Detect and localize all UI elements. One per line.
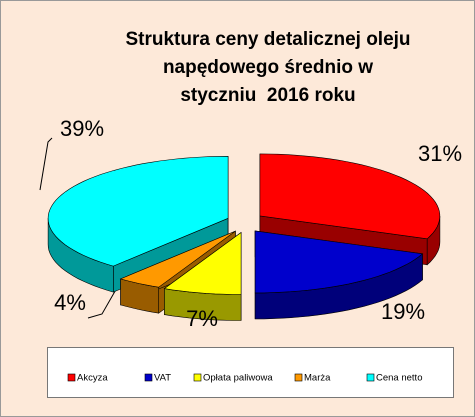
legend-label: VAT [154,373,171,384]
legend-swatch [193,373,202,382]
legend-swatch [366,373,375,382]
data-label: 19% [381,299,425,324]
data-label: 7% [186,306,218,331]
slice [254,230,424,294]
chart-title: styczniu 2016 roku [180,85,355,106]
legend-label: Cena netto [376,373,422,384]
data-label: 4% [54,290,86,315]
pie [47,153,441,321]
slice [163,231,242,295]
legend-swatch [294,373,303,382]
legend-swatch [67,373,76,382]
data-label: 31% [418,141,462,166]
chart-title: Struktura ceny detalicznej oleju [125,29,410,50]
legend-label: Marża [304,373,331,384]
legend-label: Opłata paliwowa [203,373,273,384]
slice [47,155,229,267]
slice [259,153,441,240]
leader-line [39,137,53,191]
legend [47,347,454,398]
data-label: 39% [60,116,104,141]
slice [119,230,236,288]
chart-title: napędowego średnio w [163,57,373,78]
legend-swatch [144,373,153,382]
leader-line [87,285,119,319]
legend-items: Akcyza VAT Opłata paliwowa Marża Cena netto [67,373,422,384]
legend-label: Akcyza [77,373,108,384]
